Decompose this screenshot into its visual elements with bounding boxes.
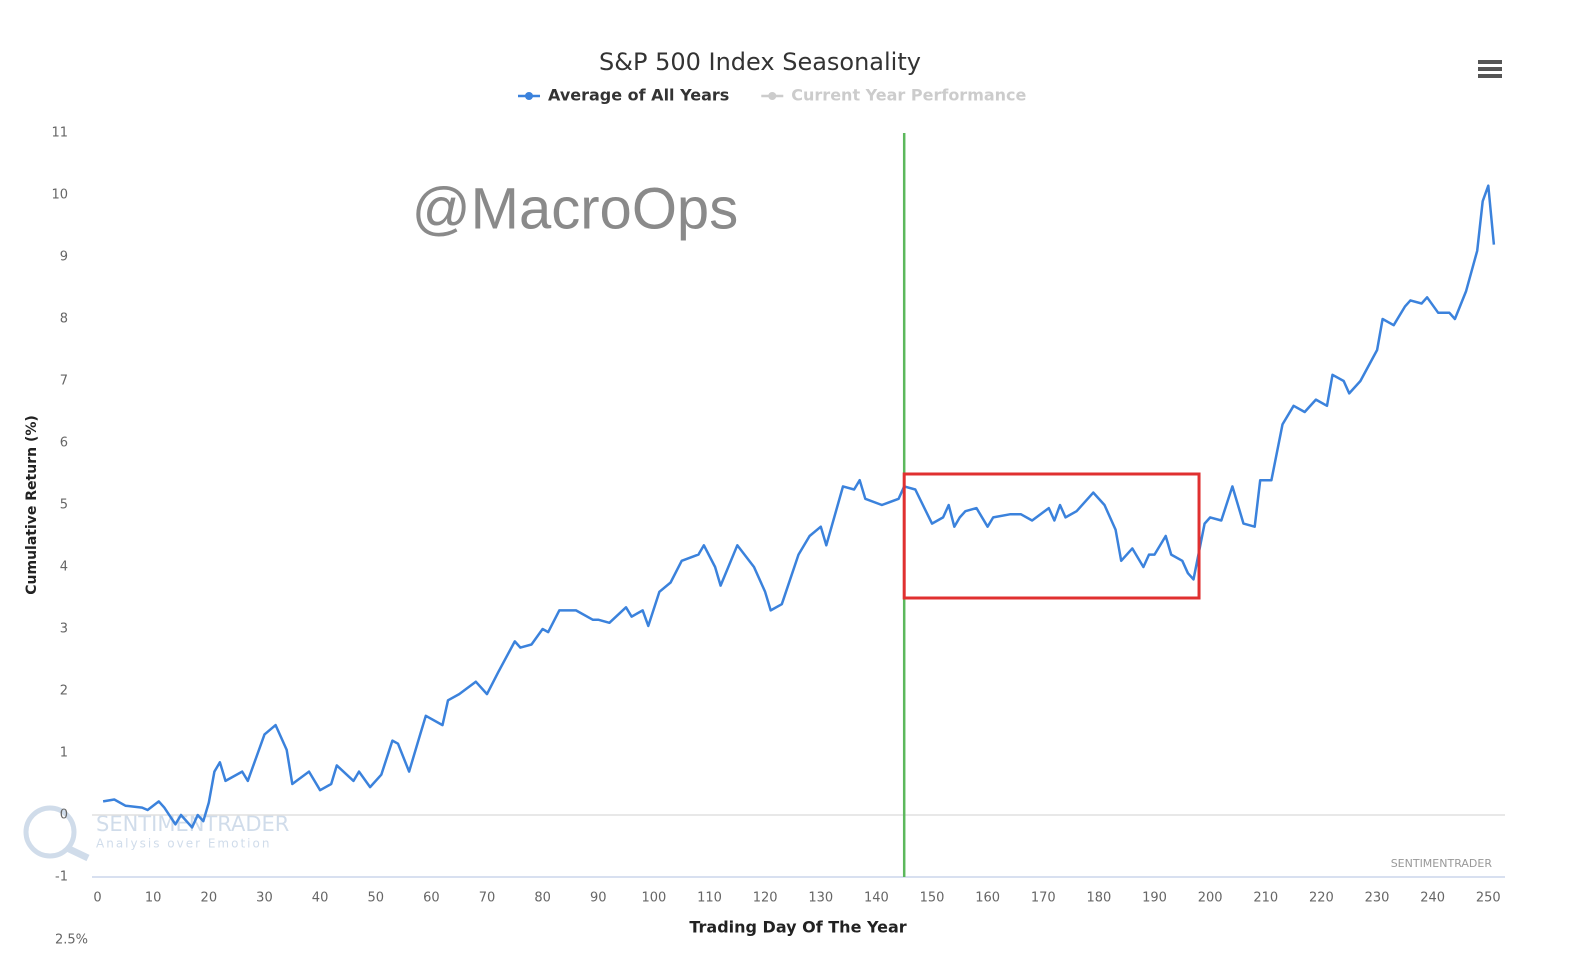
legend-label: Average of All Years xyxy=(548,86,729,105)
y-tick-label: 6 xyxy=(60,436,68,451)
logo-icon xyxy=(23,805,77,859)
footer-label: 2.5% xyxy=(55,933,88,948)
y-tick-label: 2 xyxy=(60,684,68,699)
x-tick-label: 240 xyxy=(1420,891,1445,906)
y-tick-label: 11 xyxy=(51,126,68,141)
y-tick-label: 7 xyxy=(60,374,68,389)
legend-symbol xyxy=(525,92,533,100)
x-tick-label: 80 xyxy=(534,891,551,906)
menu-bar[interactable] xyxy=(1478,74,1502,78)
x-tick-label: 20 xyxy=(201,891,218,906)
x-tick-label: 180 xyxy=(1086,891,1111,906)
menu-button[interactable] xyxy=(1478,60,1502,78)
logo-icon xyxy=(65,844,90,862)
menu-bar[interactable] xyxy=(1478,60,1502,64)
y-tick-label: 9 xyxy=(60,250,68,265)
legend-symbol xyxy=(768,92,777,100)
watermark: @MacroOps xyxy=(412,176,738,241)
x-tick-label: 250 xyxy=(1476,891,1501,906)
y-tick-label: 10 xyxy=(51,188,68,203)
x-tick-label: 0 xyxy=(93,891,101,906)
series-line xyxy=(102,184,1496,829)
x-tick-label: 40 xyxy=(312,891,329,906)
x-tick-label: 200 xyxy=(1198,891,1223,906)
x-tick-label: 230 xyxy=(1365,891,1390,906)
x-tick-label: 150 xyxy=(920,891,945,906)
x-tick-label: 90 xyxy=(590,891,607,906)
y-tick-label: 3 xyxy=(60,622,68,637)
x-tick-label: 140 xyxy=(864,891,889,906)
legend: Average of All Years Current Year Perform… xyxy=(518,86,1027,105)
y-tick-label: 8 xyxy=(60,312,68,327)
chart-title: S&P 500 Index Seasonality xyxy=(599,48,921,76)
y-tick-label: 4 xyxy=(60,560,68,575)
menu-bar[interactable] xyxy=(1478,67,1502,71)
y-tick-label: 0 xyxy=(60,808,68,823)
x-tick-label: 110 xyxy=(697,891,722,906)
credits: SENTIMENTRADER xyxy=(1391,857,1493,870)
x-tick-label: 120 xyxy=(753,891,778,906)
x-tick-label: 70 xyxy=(479,891,496,906)
highlight-box xyxy=(902,472,1201,600)
x-axis-title: Trading Day Of The Year xyxy=(689,918,906,937)
y-tick-label: -1 xyxy=(55,870,68,885)
x-tick-label: 160 xyxy=(975,891,1000,906)
y-tick-label: 5 xyxy=(60,498,68,513)
x-tick-label: 30 xyxy=(256,891,273,906)
x-tick-label: 210 xyxy=(1253,891,1278,906)
x-tick-label: 10 xyxy=(145,891,162,906)
x-tick-label: 60 xyxy=(423,891,440,906)
x-tick-label: 100 xyxy=(641,891,666,906)
x-tick-label: 170 xyxy=(1031,891,1056,906)
legend-label: Current Year Performance xyxy=(791,86,1026,105)
y-axis-title: Cumulative Return (%) xyxy=(24,415,40,595)
y-tick-label: 1 xyxy=(60,746,68,761)
x-tick-label: 220 xyxy=(1309,891,1334,906)
x-tick-label: 190 xyxy=(1142,891,1167,906)
logo-tagline: Analysis over Emotion xyxy=(96,837,271,851)
x-tick-label: 130 xyxy=(808,891,833,906)
x-tick-label: 50 xyxy=(367,891,384,906)
